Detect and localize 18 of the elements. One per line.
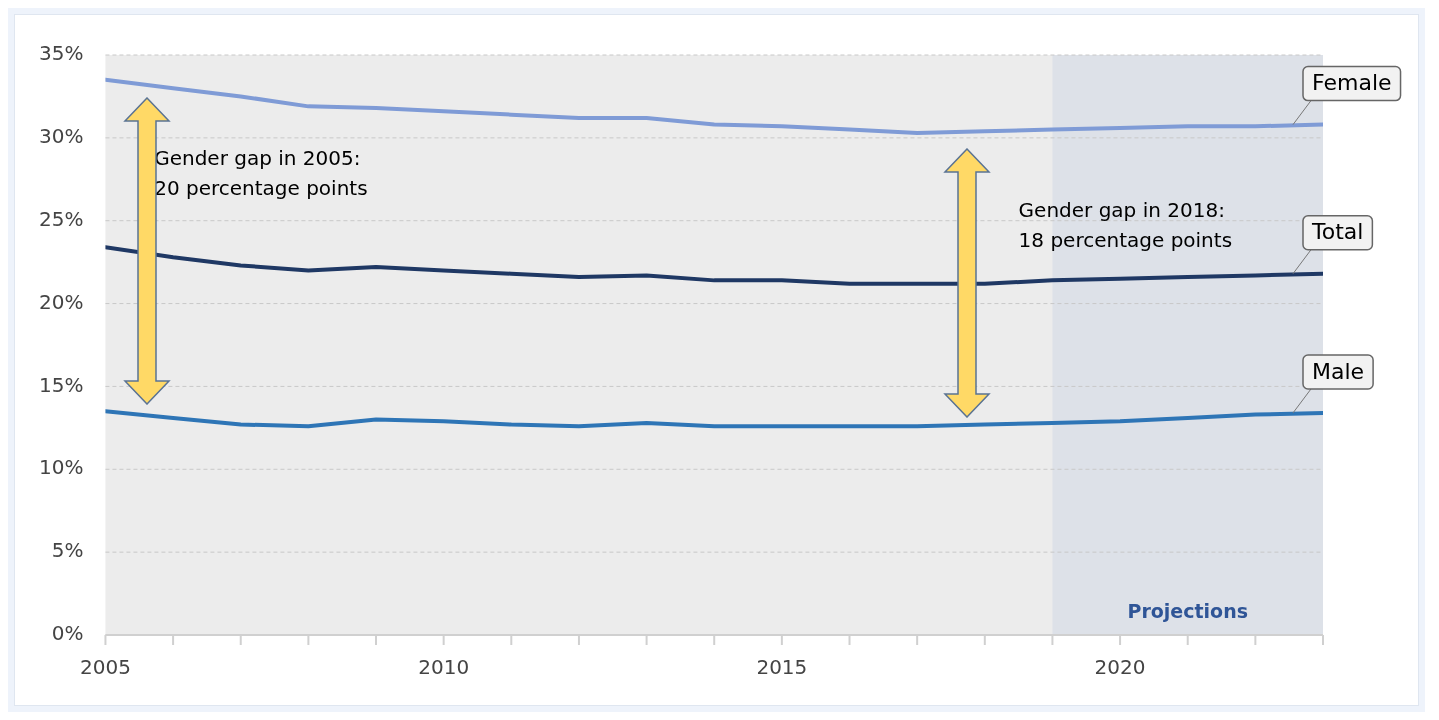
y-tick-label: 15% bbox=[39, 372, 84, 397]
band-label: Projections bbox=[1127, 600, 1248, 623]
x-tick-label: 2005 bbox=[80, 655, 131, 680]
annotation: Gender gap in 2018: 18 percentage points bbox=[1018, 197, 1233, 252]
series-label: Total bbox=[1310, 219, 1364, 245]
y-tick-label: 30% bbox=[39, 124, 84, 149]
x-tick-label: 2020 bbox=[1094, 655, 1146, 680]
y-tick-label: 5% bbox=[51, 538, 84, 563]
series-label: Male bbox=[1311, 358, 1365, 384]
y-tick-label: 35% bbox=[39, 41, 84, 66]
series-label: Female bbox=[1312, 70, 1392, 96]
annotation: Gender gap in 2005: 20 percentage points bbox=[154, 145, 368, 200]
x-tick-label: 2010 bbox=[418, 655, 470, 680]
x-tick-label: 2015 bbox=[756, 655, 808, 680]
y-tick-label: 25% bbox=[39, 206, 84, 231]
y-tick-label: 0% bbox=[51, 621, 84, 646]
y-tick-label: 10% bbox=[39, 455, 84, 480]
y-tick-label: 20% bbox=[39, 289, 84, 314]
